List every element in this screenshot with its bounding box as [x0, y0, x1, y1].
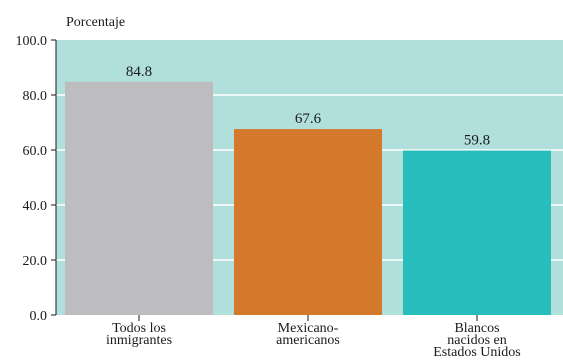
bars: [65, 81, 551, 315]
category-label: Todos los inmigrantes: [106, 321, 172, 348]
value-label: 84.8: [126, 64, 152, 80]
bar: [403, 150, 551, 315]
category-label: Mexicano-americanos: [276, 321, 340, 348]
value-label: 59.8: [464, 133, 490, 149]
bar: [65, 81, 213, 315]
y-tick-label: 100.0: [16, 34, 48, 49]
y-tick-label: 20.0: [23, 254, 48, 269]
value-label: 67.6: [295, 111, 322, 127]
bar: [234, 129, 382, 315]
category-labels: Todos los inmigrantes Mexicano-americanos B…: [106, 321, 521, 360]
y-tick-label: 60.0: [23, 144, 48, 159]
y-tick-label: 0.0: [30, 309, 48, 324]
axes: [51, 39, 478, 321]
y-tick-label: 80.0: [23, 89, 48, 104]
y-tick-label: 40.0: [23, 199, 48, 214]
value-labels: 84.8 67.6 59.8: [126, 64, 490, 149]
y-axis-label: Porcentaje: [66, 15, 125, 30]
category-label: Blancos nacidos en Estados Unidos: [433, 321, 521, 360]
y-tick-labels: 0.0 20.0 40.0 60.0 80.0 100.0: [16, 34, 48, 324]
